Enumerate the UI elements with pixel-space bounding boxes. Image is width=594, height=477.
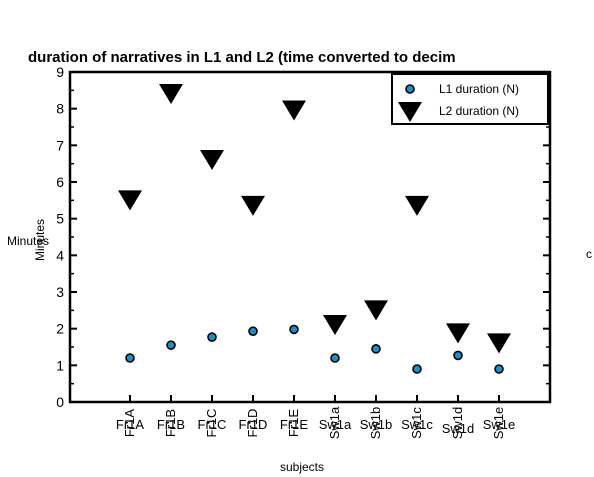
x-tick-label-rotated: Fr1D	[245, 409, 260, 438]
y-tick-label: 3	[56, 284, 64, 300]
y-tick-label: 5	[56, 211, 64, 227]
l2-point	[159, 84, 183, 104]
l2-point	[487, 333, 511, 354]
x-tick-label: Sw1c	[401, 417, 433, 432]
l1-point	[371, 344, 381, 354]
x-tick-label: Sw1a	[319, 417, 352, 432]
x-tick-label: Sw1d	[442, 421, 475, 436]
y-tick-label: 9	[56, 64, 64, 80]
l1-point	[494, 364, 504, 374]
y-tick-label: 8	[56, 101, 64, 117]
legend-marker-l1	[405, 84, 415, 94]
x-tick-label: Sw1e	[483, 417, 516, 432]
right-edge-text: c	[586, 247, 592, 261]
legend-box	[391, 73, 549, 125]
l2-point	[241, 195, 265, 216]
l2-point	[323, 315, 347, 335]
x-tick-label-rotated: Sw1e	[491, 407, 506, 440]
y-tick-label: 2	[56, 321, 64, 337]
l2-point	[405, 195, 429, 216]
x-axis-label: subjects	[280, 460, 324, 474]
x-tick-label-rotated: Fr1B	[163, 409, 178, 437]
y-tick-label: 1	[56, 357, 64, 373]
y-tick-label: 0	[56, 394, 64, 410]
l2-point	[282, 100, 306, 121]
x-tick-label: Fr1A	[116, 417, 145, 432]
l2-point	[118, 190, 142, 211]
legend-label-l1: L1 duration (N)	[439, 82, 519, 96]
l2-point	[364, 300, 388, 321]
legend-marker-l2	[398, 102, 422, 122]
l1-point	[453, 350, 463, 361]
l2-point	[200, 150, 224, 170]
y-tick-label: 4	[56, 247, 64, 263]
l1-point	[289, 324, 299, 335]
x-tick-label-rotated: Sw1a	[327, 406, 342, 439]
data-marks	[118, 84, 511, 374]
x-tick-label: Fr1B	[157, 417, 185, 432]
x-tick-label-rotated: Fr1A	[122, 409, 137, 438]
x-tick-label-rotated: Sw1c	[409, 407, 424, 439]
x-tick-label: Sw1b	[360, 417, 393, 432]
l1-point	[125, 353, 135, 363]
l1-point	[166, 340, 176, 350]
x-tick-label-rotated: Sw1d	[450, 407, 465, 440]
x-tick-label: Fr1D	[239, 417, 268, 432]
y-axis-label: Minutes	[7, 234, 49, 248]
x-tick-label: Fr1C	[198, 417, 227, 432]
l2-point	[446, 323, 470, 344]
chart-title: duration of narratives in L1 and L2 (tim…	[28, 49, 456, 66]
l1-point	[412, 364, 422, 374]
y-tick-label: 7	[56, 137, 64, 153]
legend: L1 duration (N) L2 duration (N)	[391, 73, 549, 125]
y-axis-label-rotated: Minutes	[33, 219, 47, 261]
x-tick-label-rotated: Sw1b	[368, 407, 383, 440]
l1-point	[248, 326, 258, 337]
l1-point	[207, 332, 217, 342]
x-tick-label-rotated: Fr1C	[204, 409, 219, 438]
x-tick-label: Fr1E	[280, 417, 309, 432]
legend-label-l2: L2 duration (N)	[439, 104, 519, 118]
y-tick-label: 6	[56, 174, 64, 190]
x-tick-label-rotated: Fr1E	[286, 409, 301, 438]
y-axis: 0 1 2 3 4 5 6 7 8 9	[56, 64, 77, 410]
l1-point	[330, 353, 340, 363]
